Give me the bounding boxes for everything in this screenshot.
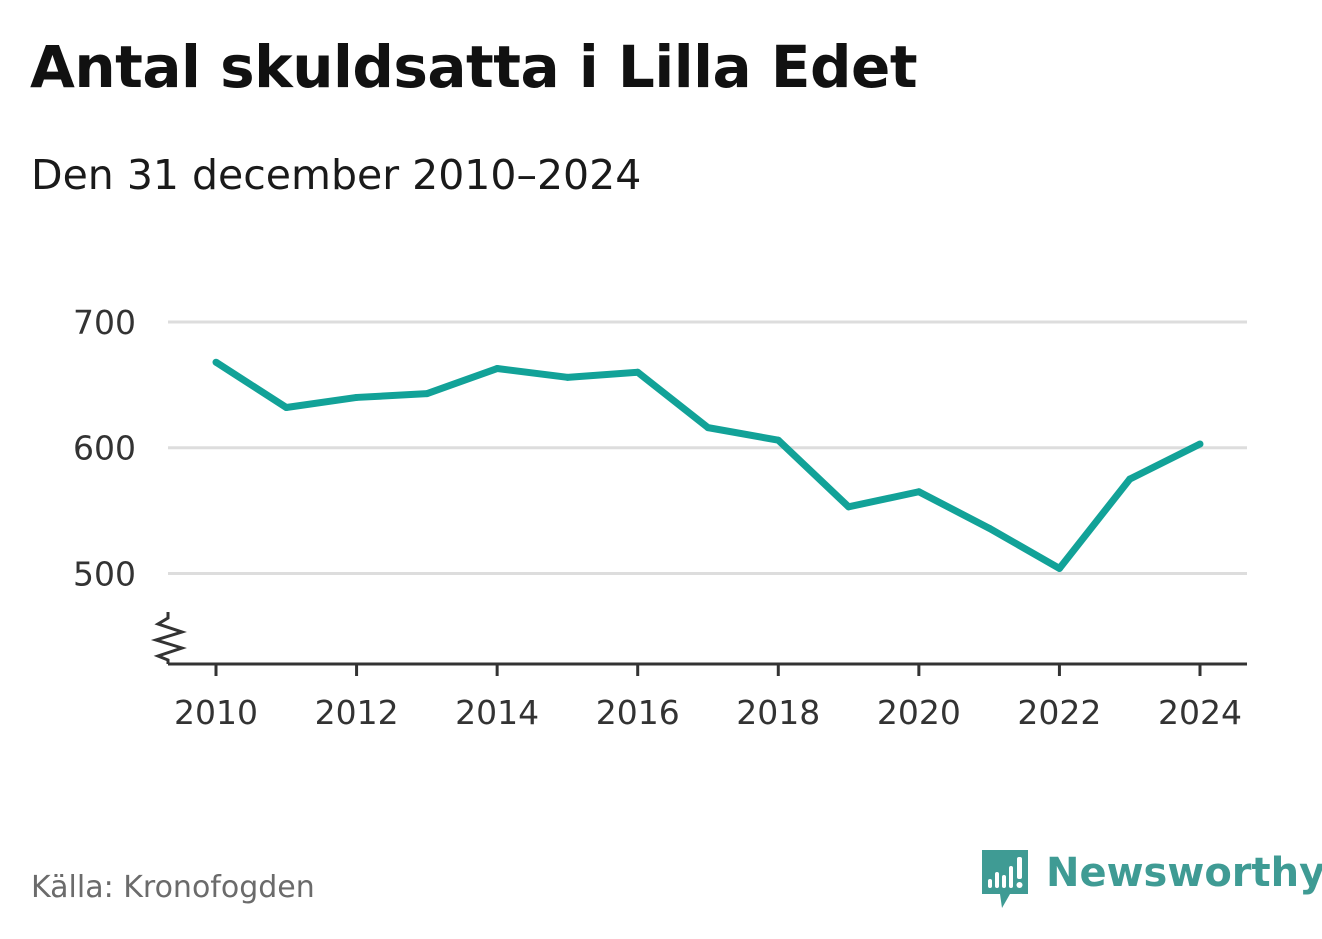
newsworthy-brand: Newsworthy: [980, 848, 1322, 910]
data-point-2015: [564, 374, 571, 381]
x-tick-label-2014: 2014: [455, 693, 539, 732]
y-tick-label-500: 500: [73, 554, 136, 593]
data-point-2020: [915, 488, 922, 495]
data-point-2023: [1126, 476, 1133, 483]
x-axis-labels: 2010 2012 2014 2016 2018 2020 2022 2024: [174, 693, 1242, 732]
data-point-2010: [213, 359, 220, 366]
x-tick-label-2012: 2012: [315, 693, 399, 732]
series-line-0: [216, 362, 1200, 568]
data-point-2011: [283, 404, 290, 411]
series: [213, 359, 1204, 572]
data-point-2016: [634, 369, 641, 376]
data-point-2012: [353, 394, 360, 401]
x-tick-label-2020: 2020: [877, 693, 961, 732]
axis-break-icon: [156, 612, 182, 664]
brand-name: Newsworthy: [1046, 853, 1322, 893]
x-tick-label-2016: 2016: [596, 693, 680, 732]
data-point-2014: [494, 365, 501, 372]
x-axis: [156, 612, 1247, 676]
data-point-2021: [986, 525, 993, 532]
x-tick-label-2018: 2018: [736, 693, 820, 732]
y-tick-label-700: 700: [73, 303, 136, 342]
data-point-2022: [1056, 565, 1063, 572]
y-tick-label-600: 600: [73, 429, 136, 468]
newsworthy-logo-icon: [980, 848, 1030, 910]
data-point-2017: [705, 424, 712, 431]
data-point-2024: [1197, 440, 1204, 447]
data-point-2019: [845, 503, 852, 510]
data-point-2018: [775, 437, 782, 444]
x-tick-label-2024: 2024: [1158, 693, 1242, 732]
x-tick-label-2022: 2022: [1017, 693, 1101, 732]
x-tick-label-2010: 2010: [174, 693, 258, 732]
source-note: Källa: Kronofogden: [31, 870, 315, 905]
data-point-2013: [423, 390, 430, 397]
y-axis-labels: 500 600 700: [73, 303, 136, 593]
